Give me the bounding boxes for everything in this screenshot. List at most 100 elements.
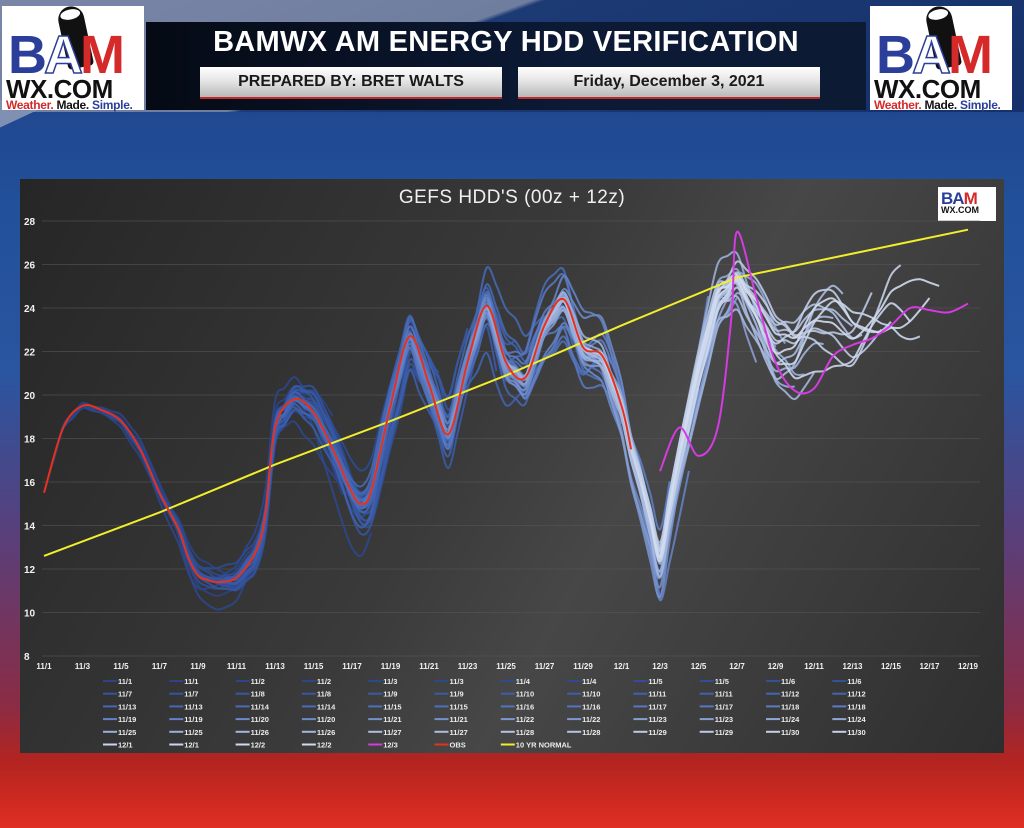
legend-label: 11/25 (118, 728, 136, 737)
legend-label: 12/1 (118, 741, 133, 750)
ensemble-run-line (620, 277, 912, 563)
x-tick-label: 11/5 (113, 662, 129, 671)
legend-label: 12/1 (184, 741, 199, 750)
ensemble-run-line (148, 350, 440, 592)
legend-label: 11/19 (184, 715, 202, 724)
y-tick-label: 22 (24, 348, 36, 359)
legend-label: 11/20 (317, 715, 335, 724)
chart-panel: GEFS HDD'S (00z + 12z) BAM WX.COM 8 10 12 1… (20, 179, 1004, 753)
x-tick-label: 11/17 (342, 662, 362, 671)
legend-label: 11/13 (118, 702, 136, 711)
x-tick-label: 11/9 (190, 662, 206, 671)
x-tick-label: 12/19 (958, 662, 979, 671)
grid-lines (42, 220, 980, 657)
legend-label: 11/22 (516, 715, 534, 724)
legend-label: 11/3 (383, 677, 397, 686)
legend-label: 11/24 (781, 715, 800, 724)
legend-label: 11/3 (450, 677, 464, 686)
legend-label: OBS (450, 741, 466, 750)
legend-label: 11/27 (450, 728, 468, 737)
y-tick-label: 10 (24, 609, 36, 620)
ensemble-lines (43, 250, 940, 611)
x-tick-label: 11/25 (496, 662, 516, 671)
obs-line (43, 297, 633, 584)
legend-label: 11/21 (450, 715, 468, 724)
legend-label: 11/12 (847, 690, 865, 699)
legend-label: 11/14 (317, 702, 336, 711)
legend-label: 12/2 (317, 741, 332, 750)
chart-title: GEFS HDD'S (00z + 12z) (398, 187, 626, 208)
legend-label: 11/14 (251, 702, 270, 711)
legend-label: 11/6 (781, 677, 795, 686)
x-tick-label: 11/7 (152, 662, 168, 671)
x-tick-label: 11/15 (304, 662, 324, 671)
legend-label: 11/16 (582, 702, 600, 711)
legend-label: 11/18 (781, 702, 799, 711)
legend-label: 12/2 (251, 741, 266, 750)
legend-label: 11/19 (118, 715, 136, 724)
legend-label: 12/3 (383, 741, 398, 750)
legend-label: 11/30 (781, 728, 799, 737)
bamwx-logo-right: BAM WX.COM Weather. Made. Simple. (870, 3, 1012, 111)
x-axis-ticks: 11/1 11/3 11/5 11/7 11/9 11/11 11/13 11/15 11/17… (36, 662, 978, 671)
x-tick-label: 12/15 (881, 662, 902, 671)
legend-label: 11/10 (516, 690, 534, 699)
legend-label: 11/13 (184, 702, 202, 711)
x-tick-label: 12/7 (729, 662, 745, 671)
legend-label: 11/23 (715, 715, 733, 724)
legend-label: 11/8 (317, 690, 331, 699)
x-tick-label: 11/23 (458, 662, 478, 671)
legend-label: 11/29 (715, 728, 733, 737)
x-tick-label: 12/13 (842, 662, 863, 671)
x-tick-label: 12/5 (691, 662, 707, 671)
12-3-line (659, 230, 969, 472)
ensemble-run-line (187, 321, 478, 586)
x-tick-label: 11/1 (36, 662, 52, 671)
legend-label: 11/9 (383, 690, 397, 699)
legend-label: 11/29 (648, 728, 666, 737)
legend-label: 11/4 (582, 677, 597, 686)
x-tick-label: 12/9 (768, 662, 784, 671)
x-tick-label: 11/3 (75, 662, 91, 671)
legend-label: 11/30 (847, 728, 865, 737)
legend-label: 11/15 (450, 702, 468, 711)
legend-label: 11/2 (251, 677, 265, 686)
legend-label: 11/25 (184, 728, 202, 737)
x-tick-label: 12/17 (919, 662, 940, 671)
ensemble-run-line (197, 306, 488, 584)
legend-label: 11/5 (648, 677, 662, 686)
legend-label: 11/17 (648, 702, 666, 711)
legend-label: 11/1 (184, 677, 198, 686)
y-tick-label: 28 (24, 217, 36, 228)
y-tick-label: 14 (24, 522, 36, 533)
x-tick-label: 11/13 (265, 662, 285, 671)
x-tick-label: 11/19 (381, 662, 401, 671)
ensemble-run-line (610, 264, 902, 553)
y-tick-label: 26 (24, 261, 36, 272)
y-axis-ticks: 8 10 12 14 16 18 20 22 24 26 28 (24, 217, 36, 663)
y-tick-label: 12 (24, 565, 36, 576)
legend-label: 11/7 (184, 690, 198, 699)
legend-label: 11/8 (251, 690, 265, 699)
ensemble-run-line (110, 353, 402, 570)
chart-legend: 11/1 11/1 11/2 11/2 11/3 11/3 11/4 11/4 11/5 11/5… (103, 677, 866, 750)
legend-label: 11/11 (715, 690, 733, 699)
x-tick-label: 11/29 (573, 662, 593, 671)
y-tick-label: 24 (24, 304, 36, 315)
legend-label: 11/4 (516, 677, 531, 686)
legend-label: 11/15 (383, 702, 401, 711)
legend-label: 11/24 (847, 715, 866, 724)
prepared-by-label: PREPARED BY: BRET WALTS (200, 67, 502, 99)
y-tick-label: 20 (24, 391, 36, 402)
legend-label: 11/10 (582, 690, 600, 699)
legend-label: 11/21 (383, 715, 401, 724)
legend-label: 11/17 (715, 702, 733, 711)
bamwx-logo-left: BAM WX.COM Weather. Made. Simple. (2, 3, 144, 111)
legend-label: 10 YR NORMAL (516, 741, 572, 750)
ensemble-run-line (72, 404, 362, 591)
legend-label: 11/22 (582, 715, 600, 724)
ensemble-run-line (649, 275, 940, 558)
x-tick-label: 11/27 (535, 662, 555, 671)
legend-label: 11/6 (847, 677, 861, 686)
y-tick-label: 8 (24, 652, 30, 663)
